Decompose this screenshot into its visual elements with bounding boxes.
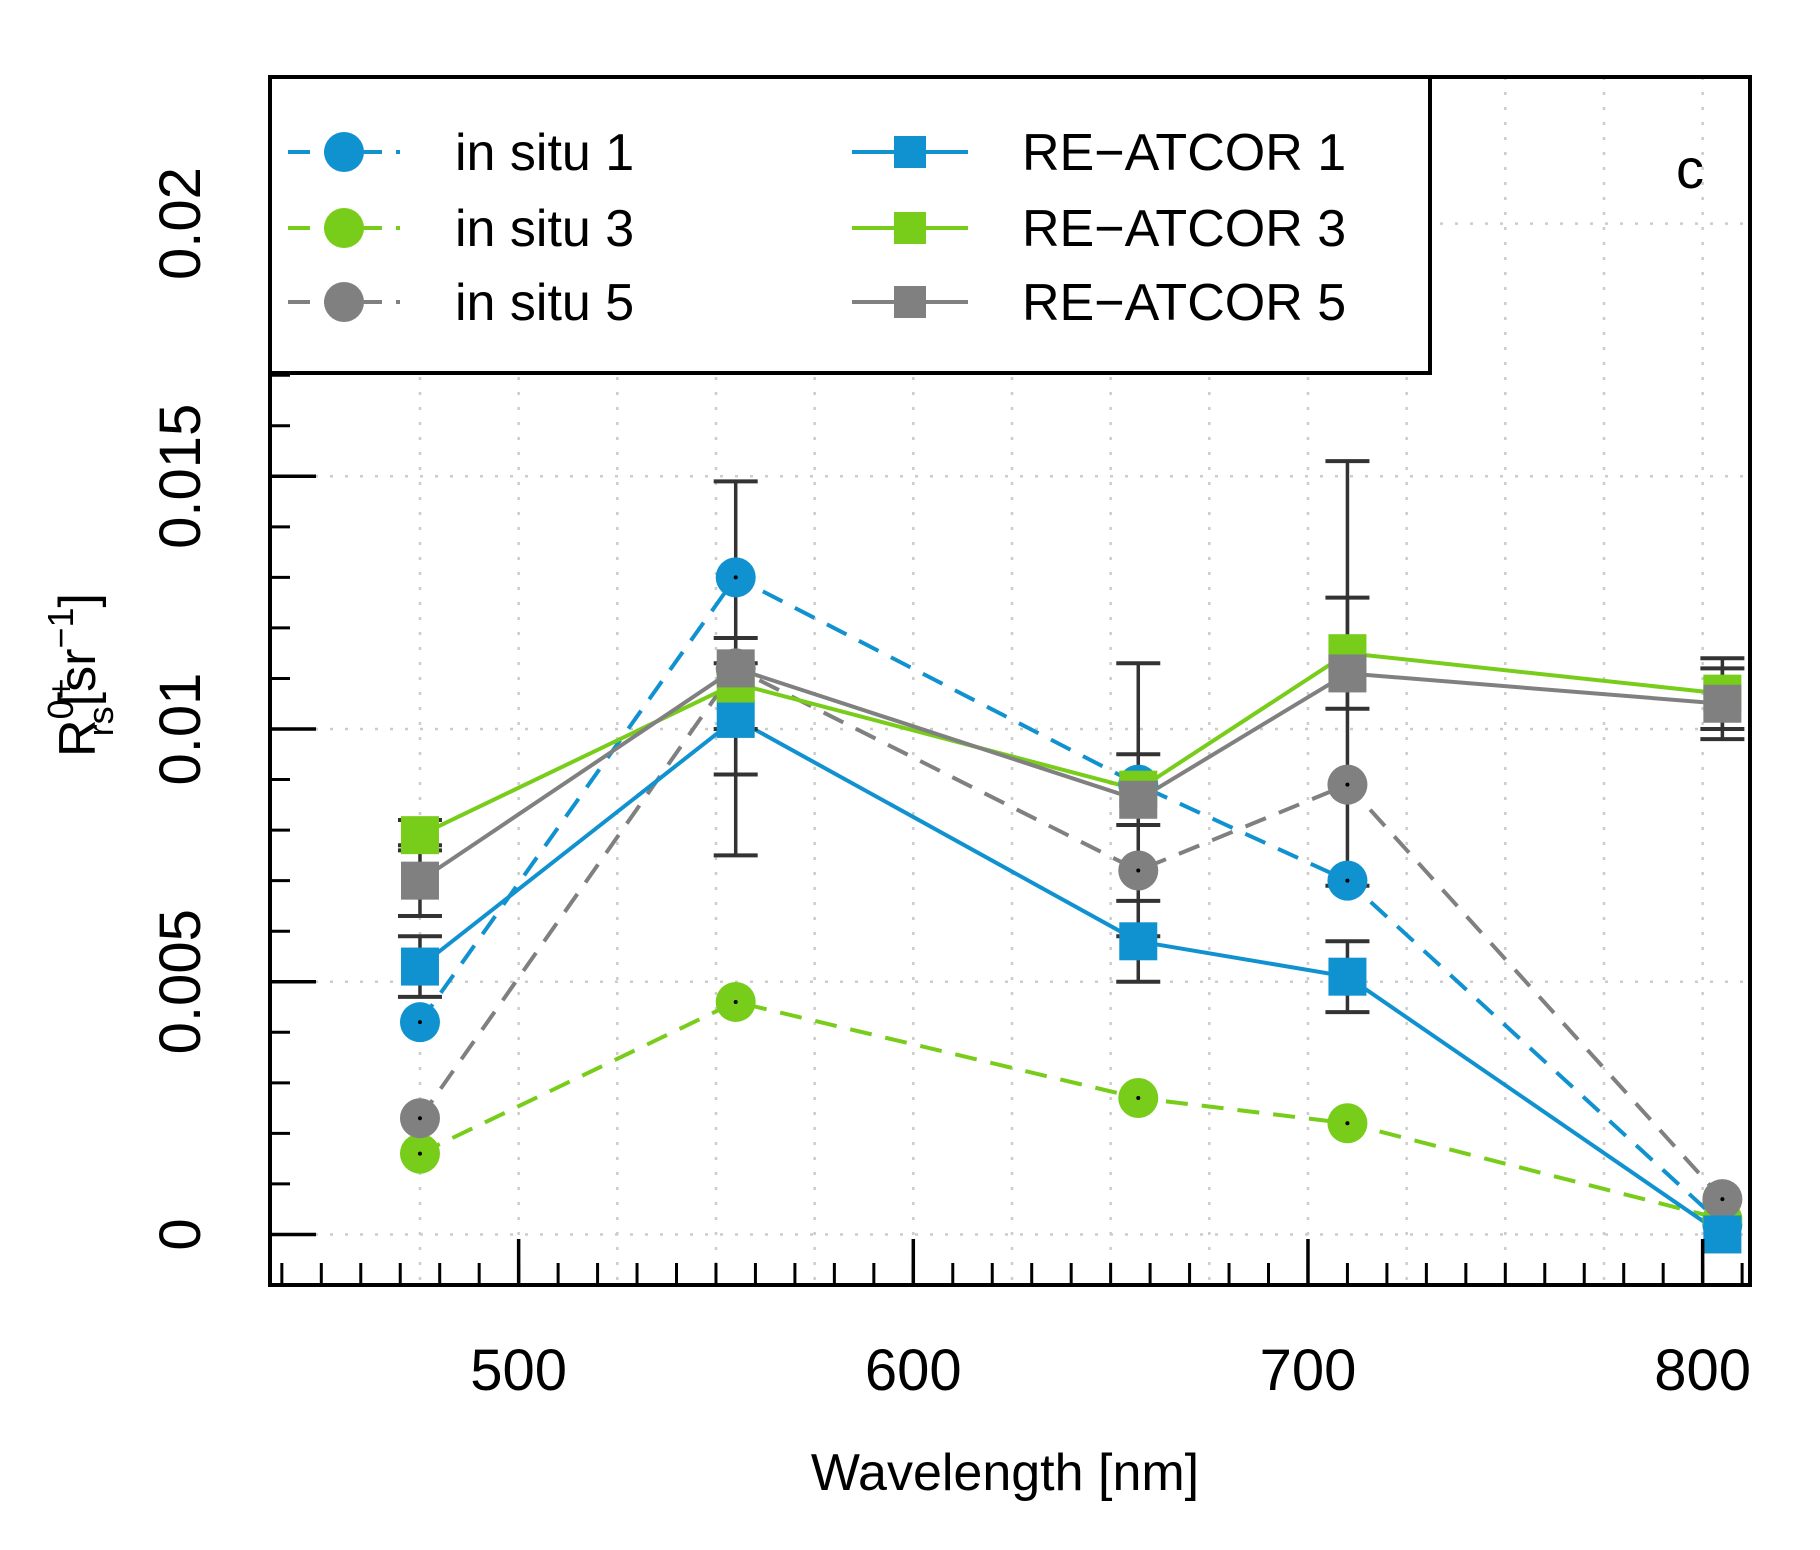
data-point-center xyxy=(733,999,738,1004)
legend-swatch-marker xyxy=(894,286,926,318)
data-point-square xyxy=(1703,1215,1742,1254)
data-point-square xyxy=(1703,684,1742,723)
x-tick-label: 800 xyxy=(1654,1338,1751,1403)
y-tick-label: 0 xyxy=(148,1218,213,1250)
y-tick-label: 0.005 xyxy=(148,909,213,1054)
x-tick-label: 500 xyxy=(470,1338,567,1403)
data-point-square xyxy=(716,699,755,738)
data-point-center xyxy=(1136,868,1141,873)
data-point-square xyxy=(400,947,439,986)
data-point-square xyxy=(400,816,439,855)
series-line xyxy=(418,665,1724,1201)
panel-label: c xyxy=(1676,137,1704,200)
data-point-center xyxy=(1720,1197,1725,1202)
error-bars xyxy=(397,459,1745,1015)
legend: in situ 1 in situ 3 in situ 5 RE−ATCOR 1 RE−… xyxy=(268,75,1432,375)
legend-swatch-marker xyxy=(324,132,364,172)
y-tick-label: 0.015 xyxy=(148,404,213,549)
plot-series xyxy=(418,574,1724,1237)
data-points xyxy=(399,557,1743,1254)
legend-swatch-marker xyxy=(894,212,926,244)
series-line xyxy=(418,666,1723,883)
x-axis-label: Wavelength [nm] xyxy=(811,1444,1199,1502)
axes: 500 600 700 800 0 0.005 0.01 0.015 0.02 xyxy=(148,75,1752,1403)
data-point-center xyxy=(417,1151,422,1156)
legend-swatch-marker xyxy=(324,282,364,322)
series-line xyxy=(419,999,1723,1222)
legend-label: in situ 1 xyxy=(455,124,634,182)
legend-label: RE−ATCOR 5 xyxy=(1022,274,1346,332)
data-point-center xyxy=(1345,1121,1350,1126)
legend-box xyxy=(268,75,1432,375)
y-label-superscript: 0+ xyxy=(40,678,81,719)
legend-label: RE−ATCOR 3 xyxy=(1022,200,1346,258)
data-point-center xyxy=(417,1116,422,1121)
x-tick-label: 600 xyxy=(865,1338,962,1403)
y-label-units-close: ] xyxy=(49,593,107,607)
y-axis-label: R0+rs[sr−1] xyxy=(40,593,121,757)
y-label-subscript: rs xyxy=(80,706,121,736)
data-point-square xyxy=(1119,922,1158,961)
legend-swatch-marker xyxy=(894,136,926,168)
legend-label: in situ 3 xyxy=(455,200,634,258)
data-point-center xyxy=(417,1020,422,1025)
legend-label: RE−ATCOR 1 xyxy=(1022,124,1346,182)
data-point-square xyxy=(716,649,755,688)
data-point-center xyxy=(1345,782,1350,787)
legend-label: in situ 5 xyxy=(455,274,634,332)
data-point-center xyxy=(1136,1095,1141,1100)
y-label-units-open: [sr xyxy=(49,649,107,707)
series-line xyxy=(418,716,1724,1237)
y-tick-label: 0.02 xyxy=(148,167,213,280)
x-tick-label: 700 xyxy=(1260,1338,1357,1403)
data-point-square xyxy=(1119,780,1158,819)
series-line xyxy=(418,574,1724,1226)
data-point-square xyxy=(400,861,439,900)
y-label-units-exp: −1 xyxy=(40,608,81,649)
data-point-center xyxy=(1345,878,1350,883)
legend-swatch-marker xyxy=(324,208,364,248)
data-point-square xyxy=(1328,957,1367,996)
data-point-center xyxy=(733,575,738,580)
data-point-square xyxy=(1328,654,1367,693)
y-tick-label: 0.01 xyxy=(148,673,213,786)
y-label-base: R xyxy=(49,719,107,757)
